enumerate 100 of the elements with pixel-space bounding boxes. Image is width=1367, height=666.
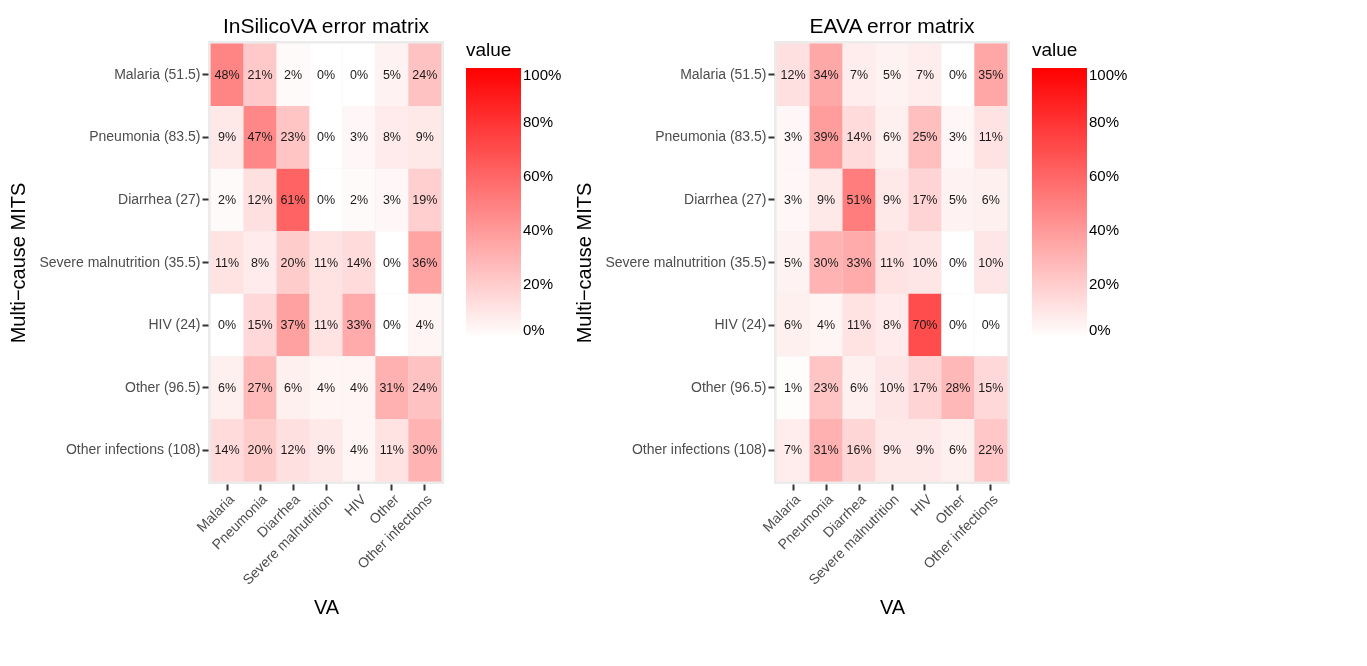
data-label: 30% xyxy=(813,255,839,270)
data-label: 15% xyxy=(247,318,273,333)
data-label: 5% xyxy=(382,67,401,82)
data-label: 6% xyxy=(284,380,303,395)
data-label: 33% xyxy=(846,255,872,270)
data-label: 11% xyxy=(313,255,339,270)
data-label: 6% xyxy=(784,318,803,333)
color-bar-label: 20% xyxy=(523,275,554,292)
data-label: 9% xyxy=(817,192,836,207)
data-label: 11% xyxy=(879,255,905,270)
data-label: 12% xyxy=(280,443,306,458)
data-label: 12% xyxy=(247,192,273,207)
legend-title: value xyxy=(466,39,512,60)
data-label: 48% xyxy=(214,67,240,82)
y-tick-label: Severe malnutrition (35.5) xyxy=(605,253,767,270)
data-label: 39% xyxy=(813,130,839,145)
data-label: 25% xyxy=(912,130,938,145)
data-label: 1% xyxy=(784,380,803,395)
data-label: 8% xyxy=(251,255,270,270)
data-label: 10% xyxy=(879,380,905,395)
data-label: 16% xyxy=(846,443,872,458)
color-bar-label: 80% xyxy=(1089,113,1120,130)
y-tick-label: Pneumonia (83.5) xyxy=(89,128,201,145)
color-bar-label: 80% xyxy=(523,113,554,130)
data-label: 27% xyxy=(247,380,273,395)
data-label: 5% xyxy=(882,67,902,82)
data-label: 3% xyxy=(784,130,803,145)
data-label: 17% xyxy=(912,380,938,395)
data-label: 4% xyxy=(349,380,368,395)
data-label: 11% xyxy=(379,443,404,458)
data-label: 5% xyxy=(784,255,803,270)
color-bar-label: 0% xyxy=(523,321,545,338)
data-label: 8% xyxy=(382,130,401,145)
data-label: 12% xyxy=(780,67,806,82)
data-label: 10% xyxy=(912,255,938,270)
data-label: 28% xyxy=(945,380,971,395)
data-label: 4% xyxy=(316,380,336,395)
x-tick-label: HIV xyxy=(341,490,370,519)
data-label: 10% xyxy=(978,255,1004,270)
data-label: 15% xyxy=(978,380,1004,395)
data-label: 70% xyxy=(912,318,938,333)
data-label: 30% xyxy=(412,443,438,458)
data-label: 24% xyxy=(412,380,438,395)
color-bar-label: 100% xyxy=(1089,66,1128,83)
y-tick-label: Other (96.5) xyxy=(691,378,767,395)
data-label: 6% xyxy=(218,380,237,395)
color-bar-label: 100% xyxy=(523,66,562,83)
y-axis-title: Multi−cause MITS xyxy=(7,182,30,344)
data-label: 2% xyxy=(349,192,368,207)
color-bar-label: 0% xyxy=(1089,321,1111,338)
data-label: 4% xyxy=(817,318,836,333)
data-label: 3% xyxy=(948,130,967,145)
chart-title: EAVA error matrix xyxy=(809,14,975,37)
y-tick-label: Diarrhea (27) xyxy=(684,190,767,207)
color-bar-label: 40% xyxy=(1089,221,1120,238)
data-label: 7% xyxy=(784,443,803,458)
data-label: 0% xyxy=(981,318,1000,333)
data-label: 19% xyxy=(412,192,438,207)
data-label: 7% xyxy=(915,67,934,82)
data-label: 17% xyxy=(912,192,938,207)
data-label: 6% xyxy=(981,192,1000,207)
data-label: 11% xyxy=(978,130,1003,145)
x-tick-label: HIV xyxy=(907,490,936,519)
data-label: 21% xyxy=(247,67,273,82)
data-label: 9% xyxy=(415,130,434,145)
data-label: 33% xyxy=(346,318,372,333)
data-label: 4% xyxy=(349,443,368,458)
data-label: 5% xyxy=(948,192,967,207)
data-label: 11% xyxy=(846,318,872,333)
data-label: 35% xyxy=(978,67,1004,82)
data-label: 6% xyxy=(882,130,902,145)
y-tick-label: HIV (24) xyxy=(148,316,201,333)
data-label: 22% xyxy=(978,443,1004,458)
data-label: 36% xyxy=(412,255,438,270)
data-label: 31% xyxy=(379,380,405,395)
y-tick-label: Malaria (51.5) xyxy=(114,65,201,82)
data-label: 14% xyxy=(214,443,240,458)
y-tick-label: Other (96.5) xyxy=(125,378,201,395)
x-axis-title: VA xyxy=(879,595,906,618)
data-label: 34% xyxy=(813,67,839,82)
chart-title: InSilicoVA error matrix xyxy=(222,14,430,37)
data-label: 24% xyxy=(412,67,438,82)
color-bar-label: 60% xyxy=(523,167,554,184)
y-tick-label: HIV (24) xyxy=(714,316,767,333)
color-bar-label: 60% xyxy=(1089,167,1120,184)
y-tick-label: Diarrhea (27) xyxy=(118,190,201,207)
data-label: 9% xyxy=(915,443,934,458)
data-label: 9% xyxy=(218,130,237,145)
data-label: 31% xyxy=(813,443,839,458)
y-tick-label: Other infections (108) xyxy=(631,441,767,458)
data-label: 20% xyxy=(247,443,273,458)
data-label: 0% xyxy=(948,318,967,333)
data-label: 6% xyxy=(948,443,967,458)
data-label: 11% xyxy=(313,318,339,333)
data-label: 51% xyxy=(846,192,872,207)
data-label: 47% xyxy=(247,130,273,145)
data-label: 9% xyxy=(882,443,902,458)
data-label: 0% xyxy=(948,255,967,270)
data-label: 6% xyxy=(850,380,869,395)
data-label: 23% xyxy=(280,130,306,145)
